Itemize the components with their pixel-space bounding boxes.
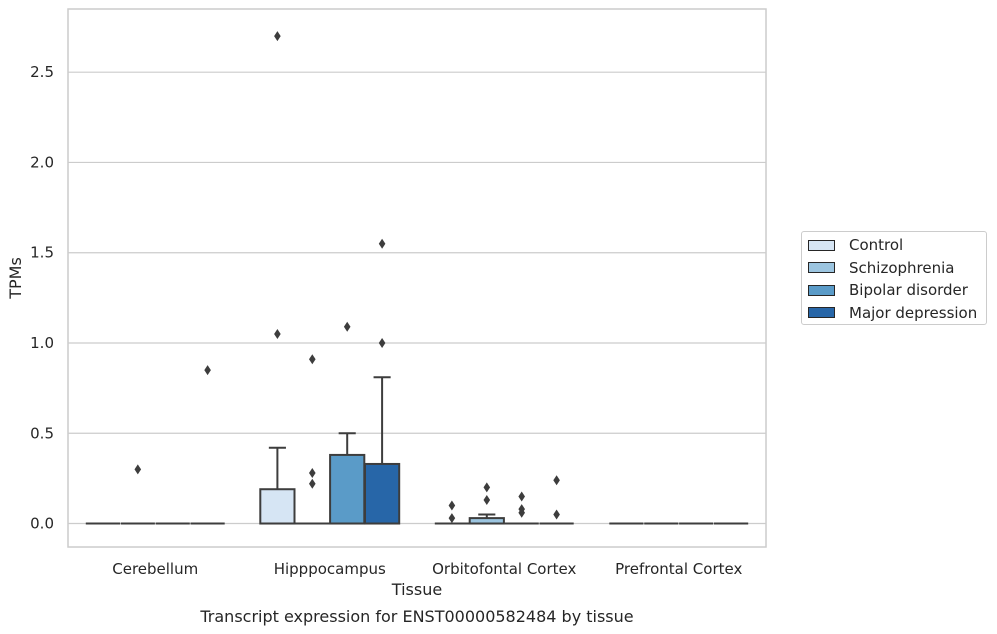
outlier-point <box>134 464 142 475</box>
legend-item: Major depression <box>808 303 977 323</box>
x-tick-label: Prefrontal Cortex <box>615 560 742 578</box>
legend-label: Schizophrenia <box>849 258 955 277</box>
outlier-point <box>483 482 491 493</box>
box-0-1 <box>120 464 155 525</box>
legend-item: Schizophrenia <box>808 258 954 278</box>
outlier-point <box>378 337 386 348</box>
ytick-layer: 0.0 0.5 1.0 1.5 2.0 2.5 <box>30 63 54 532</box>
outlier-point <box>518 491 525 502</box>
outlier-point <box>378 238 386 249</box>
outlier-point <box>448 513 456 524</box>
plot-frame <box>67 8 767 548</box>
outlier-point <box>274 31 281 42</box>
legend-swatch <box>808 262 835 273</box>
legend-item: Control <box>808 235 903 255</box>
legend-swatch <box>808 284 835 296</box>
box-2-1 <box>468 482 505 525</box>
y-tick-label: 1.5 <box>30 244 54 262</box>
y-tick-label: 0.5 <box>30 424 54 442</box>
box-1-3 <box>363 238 401 525</box>
chart-caption: Transcript expression for ENST0000058248… <box>199 607 633 626</box>
box-2-0 <box>434 500 470 525</box>
y-tick-label: 1.0 <box>30 334 54 352</box>
box-layer <box>85 31 749 525</box>
legend: Control Schizophrenia Bipolar disorder Majo… <box>801 231 987 325</box>
y-tick-label: 0.0 <box>30 515 54 533</box>
legend-swatch <box>808 307 835 318</box>
outlier-point <box>204 365 211 376</box>
box-body <box>259 488 296 525</box>
box-1-0 <box>259 31 296 525</box>
y-axis-label: TPMs <box>6 257 25 300</box>
box-2-2 <box>504 491 539 525</box>
outlier-point <box>309 467 316 478</box>
box-body <box>363 462 401 525</box>
x-axis-label: Tissue <box>391 580 442 599</box>
grid-layer <box>68 71 766 525</box>
box-2-3 <box>539 475 574 525</box>
legend-item: Bipolar disorder <box>808 280 968 300</box>
legend-label: Bipolar disorder <box>849 281 968 299</box>
legend-label: Control <box>849 236 904 254</box>
outlier-point <box>343 321 351 332</box>
box-body <box>329 453 366 525</box>
y-tick-label: 2.0 <box>30 153 54 171</box>
y-tick-label: 2.5 <box>30 63 54 81</box>
legend-swatch <box>808 239 835 251</box>
x-tick-label: Hipppocampus <box>274 560 386 578</box>
legend-label: Major depression <box>849 303 978 322</box>
outlier-point <box>553 509 560 520</box>
outlier-point <box>274 328 281 339</box>
x-tick-label: Orbitofontal Cortex <box>432 560 576 578</box>
outlier-point <box>448 500 456 511</box>
outlier-point <box>553 475 560 486</box>
xtick-layer: Cerebellum Hipppocampus Orbitofontal Corte… <box>112 560 742 578</box>
outlier-point <box>309 354 316 365</box>
outlier-point <box>309 478 316 489</box>
box-1-2 <box>329 321 366 525</box>
outlier-point <box>518 507 525 518</box>
outlier-point <box>483 495 491 506</box>
box-0-3 <box>190 365 225 525</box>
x-tick-label: Cerebellum <box>112 560 198 578</box>
box-1-1 <box>295 354 330 525</box>
